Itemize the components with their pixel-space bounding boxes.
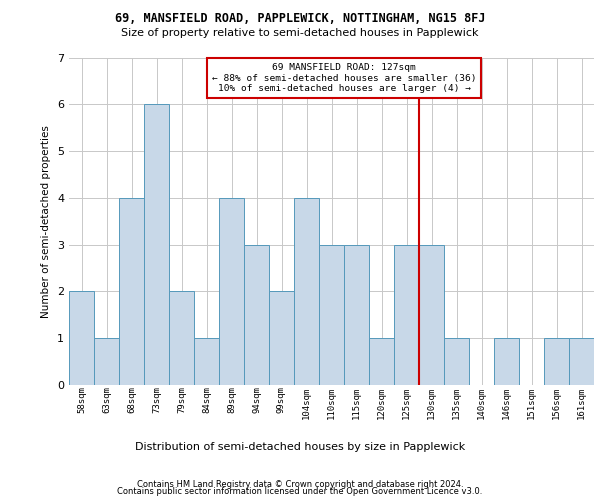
Text: Contains public sector information licensed under the Open Government Licence v3: Contains public sector information licen… bbox=[118, 487, 482, 496]
Bar bbox=[494, 338, 519, 385]
Bar bbox=[294, 198, 319, 385]
Text: 69 MANSFIELD ROAD: 127sqm
← 88% of semi-detached houses are smaller (36)
10% of : 69 MANSFIELD ROAD: 127sqm ← 88% of semi-… bbox=[212, 63, 476, 93]
Bar bbox=[269, 292, 294, 385]
Bar bbox=[344, 244, 369, 385]
Bar bbox=[94, 338, 119, 385]
Bar bbox=[569, 338, 594, 385]
Text: Contains HM Land Registry data © Crown copyright and database right 2024.: Contains HM Land Registry data © Crown c… bbox=[137, 480, 463, 489]
Bar bbox=[194, 338, 219, 385]
Text: Size of property relative to semi-detached houses in Papplewick: Size of property relative to semi-detach… bbox=[121, 28, 479, 38]
Bar bbox=[69, 292, 94, 385]
Text: Distribution of semi-detached houses by size in Papplewick: Distribution of semi-detached houses by … bbox=[135, 442, 465, 452]
Y-axis label: Number of semi-detached properties: Number of semi-detached properties bbox=[41, 125, 52, 318]
Bar bbox=[219, 198, 244, 385]
Bar bbox=[444, 338, 469, 385]
Bar bbox=[544, 338, 569, 385]
Bar bbox=[144, 104, 169, 385]
Text: 69, MANSFIELD ROAD, PAPPLEWICK, NOTTINGHAM, NG15 8FJ: 69, MANSFIELD ROAD, PAPPLEWICK, NOTTINGH… bbox=[115, 12, 485, 26]
Bar bbox=[244, 244, 269, 385]
Bar bbox=[319, 244, 344, 385]
Bar bbox=[419, 244, 444, 385]
Bar bbox=[119, 198, 144, 385]
Bar bbox=[394, 244, 419, 385]
Bar bbox=[169, 292, 194, 385]
Bar bbox=[369, 338, 394, 385]
